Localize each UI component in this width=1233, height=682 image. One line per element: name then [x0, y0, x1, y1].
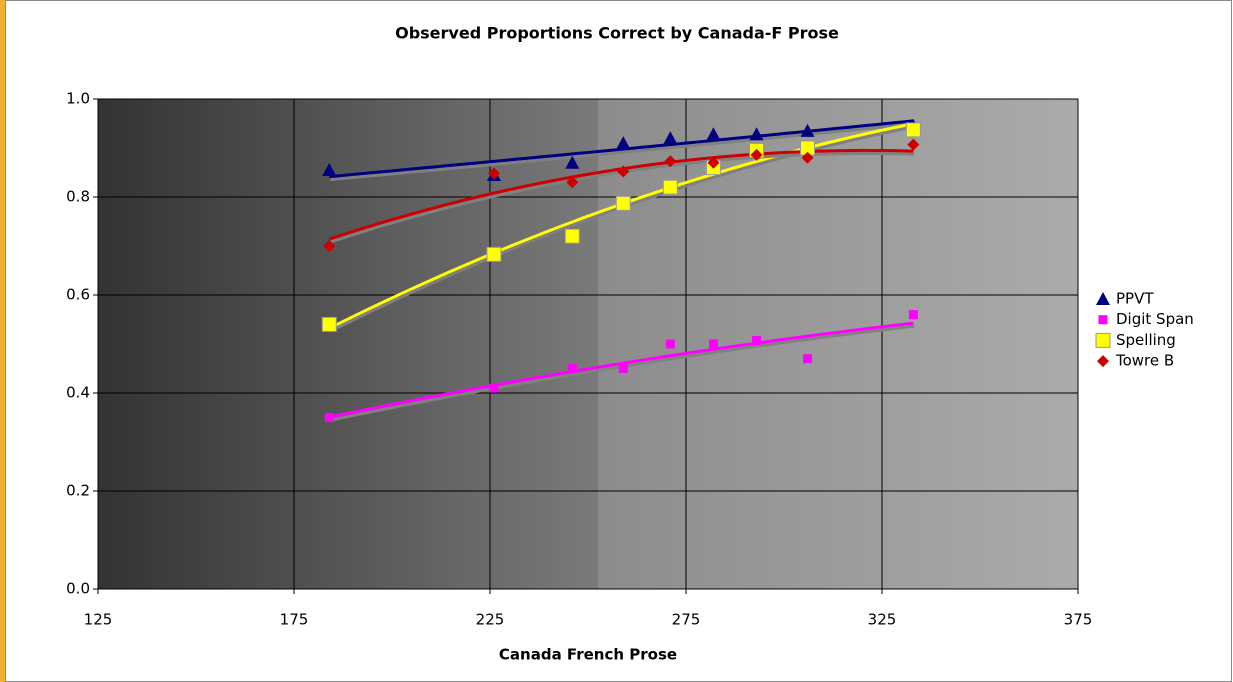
- marker: [564, 228, 580, 244]
- marker: [565, 155, 580, 169]
- y-tick-label: 0.6: [66, 286, 90, 304]
- y-tick-label: 0.0: [66, 580, 90, 598]
- marker: [907, 138, 920, 151]
- trend-line: [329, 119, 914, 179]
- marker: [567, 364, 577, 373]
- marker: [706, 127, 721, 141]
- plot-area: [97, 98, 1079, 590]
- x-tick-label: 125: [84, 611, 113, 629]
- trend-line: [328, 321, 914, 419]
- marker: [322, 163, 337, 177]
- x-tick-label: 375: [1064, 611, 1093, 629]
- legend-label: PPVT: [1116, 290, 1154, 308]
- marker: [324, 413, 334, 422]
- y-tick-label: 0.2: [66, 482, 90, 500]
- chart-title: Observed Proportions Correct by Canada-F…: [395, 24, 839, 43]
- edge-bar: [0, 0, 5, 682]
- marker: [618, 364, 628, 373]
- marker: [1098, 315, 1108, 325]
- legend-label: Spelling: [1116, 331, 1176, 349]
- legend-label: Towre B: [1115, 352, 1174, 370]
- marker: [905, 122, 921, 138]
- marker: [749, 127, 764, 141]
- legend-label: Digit Span: [1116, 310, 1194, 328]
- y-tick-label: 1.0: [66, 90, 90, 108]
- marker: [1097, 355, 1109, 368]
- x-tick-label: 225: [476, 611, 505, 629]
- marker: [708, 339, 718, 349]
- marker: [750, 148, 763, 161]
- marker: [323, 240, 336, 252]
- marker: [665, 339, 675, 349]
- marker: [1095, 332, 1111, 348]
- marker: [1096, 292, 1110, 305]
- marker: [487, 167, 500, 180]
- marker: [617, 165, 630, 178]
- marker: [615, 195, 631, 211]
- marker: [664, 155, 677, 168]
- marker: [800, 123, 815, 137]
- marker: [489, 383, 499, 393]
- marker: [803, 354, 813, 364]
- y-tick-label: 0.8: [66, 188, 90, 206]
- marker: [566, 176, 579, 189]
- x-tick-label: 175: [280, 611, 309, 629]
- marker: [752, 336, 762, 346]
- marker: [321, 316, 337, 332]
- trend-shadow: [330, 122, 915, 182]
- marker: [908, 310, 918, 320]
- marker: [486, 246, 502, 262]
- marker: [663, 131, 678, 145]
- x-tick-label: 325: [868, 611, 897, 629]
- marker: [707, 156, 720, 169]
- marker: [801, 151, 814, 164]
- marker: [662, 179, 678, 195]
- y-tick-label: 0.4: [66, 384, 90, 402]
- x-axis-label: Canada French Prose: [499, 646, 677, 664]
- x-tick-label: 275: [672, 611, 701, 629]
- marker: [616, 136, 631, 150]
